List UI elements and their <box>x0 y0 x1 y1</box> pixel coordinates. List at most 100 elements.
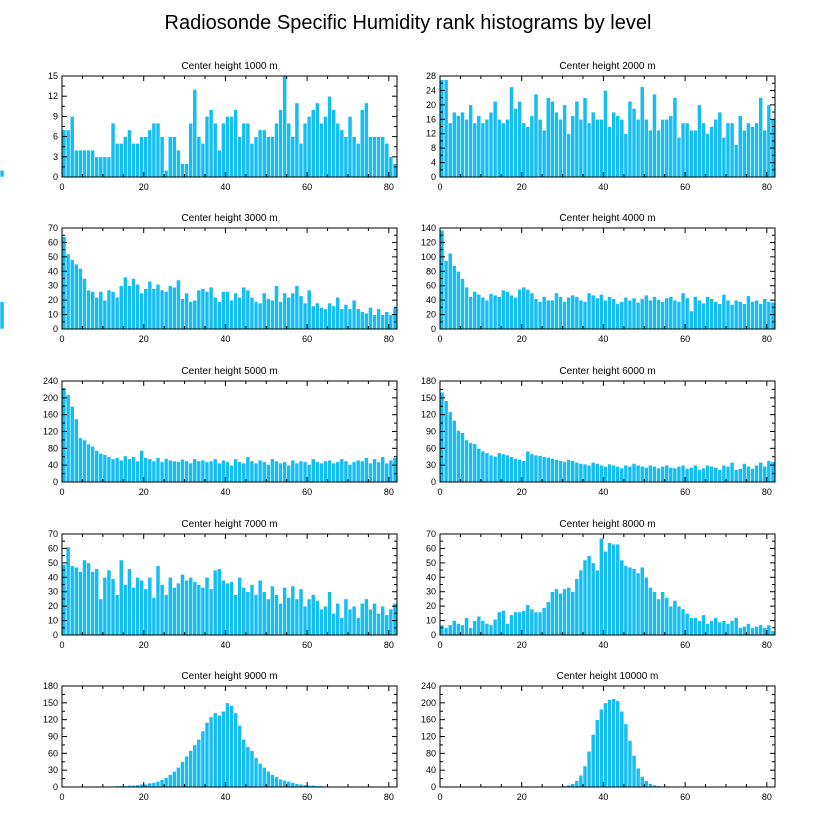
histogram-bar <box>737 627 743 636</box>
histogram-bar <box>443 627 449 636</box>
histogram-bar <box>447 411 453 483</box>
histogram-panel: Center height 3000 m 0 20 40 60 80 0 10 20 30 40 50… <box>0 213 398 344</box>
histogram-bar <box>762 465 768 483</box>
histogram-bar <box>290 292 296 330</box>
histogram-bar <box>648 299 653 330</box>
histogram-bar <box>73 263 79 330</box>
histogram-bar <box>122 136 128 178</box>
histogram-bar <box>131 587 136 636</box>
x-tick-label: 40 <box>220 640 230 650</box>
histogram-bar <box>290 136 296 178</box>
histogram-bar <box>286 781 292 788</box>
histogram-bar <box>746 623 751 636</box>
histogram-bar <box>384 311 390 330</box>
histogram-bar <box>339 458 345 483</box>
histogram-bar <box>537 611 543 636</box>
y-tick-label: 0 <box>431 782 436 792</box>
histogram-bar <box>380 136 386 178</box>
histogram-bar <box>278 109 283 178</box>
histogram-bar <box>619 710 625 788</box>
histogram-bar <box>525 450 531 483</box>
y-tick-label: 12 <box>426 129 436 139</box>
histogram-bar <box>135 460 140 483</box>
y-tick-label: 6 <box>53 132 58 142</box>
histogram-bar <box>98 156 104 178</box>
histogram-bar <box>750 468 755 483</box>
histogram-bar <box>249 750 255 788</box>
histogram-bar <box>180 163 185 178</box>
histogram-bar <box>188 301 194 330</box>
histogram-bar <box>599 118 604 178</box>
histogram-bar <box>196 136 202 178</box>
histogram-panel: Center height 8000 m 0 20 40 60 80 0 10 20 30 40 50… <box>426 519 776 650</box>
histogram-bar <box>680 608 686 636</box>
histogram-bar <box>94 296 100 330</box>
histogram-bar <box>480 296 486 330</box>
histogram-bar <box>249 143 255 178</box>
histogram-bar <box>249 584 255 636</box>
histogram-panel: Center height 1000 m 0 20 40 60 80 0 3 6 9 12 15 <box>0 61 398 192</box>
histogram-bar <box>110 122 116 178</box>
histogram-panel: Center height 7000 m 0 20 40 60 80 0 10 20 30 40 50… <box>48 519 398 650</box>
histogram-bar <box>180 761 185 788</box>
panel-title: Center height 3000 m <box>181 213 277 224</box>
histogram-bar <box>343 598 349 636</box>
y-tick-label: 120 <box>43 715 58 725</box>
histogram-bar <box>278 462 283 483</box>
histogram-bar <box>758 97 764 178</box>
histogram-bar <box>549 299 555 330</box>
histogram-bar <box>447 122 453 178</box>
histogram-bar <box>270 458 275 483</box>
histogram-bar <box>310 109 316 178</box>
histogram-bar <box>294 783 300 788</box>
histogram-bar <box>439 391 445 483</box>
histogram-bar <box>643 780 649 788</box>
y-tick-label: 120 <box>421 410 436 420</box>
histogram-bar <box>184 292 189 330</box>
histogram-bar <box>611 464 616 483</box>
histogram-panel: Center height 4000 m 0 20 40 60 80 0 20 40 60 80 10… <box>421 213 776 344</box>
histogram-bar <box>639 566 645 636</box>
histogram-bar <box>176 149 181 178</box>
histogram-bar <box>384 143 390 178</box>
histogram-bar <box>615 543 621 636</box>
y-tick-label: 70 <box>48 223 58 233</box>
y-tick-label: 0 <box>431 630 436 640</box>
histogram-bar <box>176 279 181 330</box>
histogram-bar <box>314 102 320 178</box>
y-tick-label: 30 <box>426 460 436 470</box>
histogram-bar <box>537 455 543 483</box>
y-tick-label: 10 <box>426 616 436 626</box>
histogram-bar <box>257 302 263 330</box>
histogram-bar <box>216 714 222 788</box>
histogram-bar <box>135 143 140 178</box>
x-tick-label: 40 <box>220 487 230 497</box>
histogram-bar <box>533 93 539 178</box>
x-tick-label: 40 <box>598 487 608 497</box>
histogram-bar <box>566 133 572 178</box>
histogram-bar <box>688 467 694 483</box>
y-tick-label: 0 <box>53 630 58 640</box>
x-tick-label: 20 <box>139 182 149 192</box>
x-tick-label: 40 <box>598 640 608 650</box>
histogram-bar <box>208 286 214 330</box>
histogram-bar <box>558 118 563 178</box>
histogram-bar <box>82 278 87 330</box>
histogram-bar <box>607 463 612 483</box>
histogram-bar <box>73 566 79 636</box>
histogram-bar <box>98 291 104 330</box>
histogram-bar <box>611 698 616 788</box>
histogram-bar <box>619 467 625 483</box>
histogram-bar <box>282 292 287 330</box>
histogram-bar <box>590 734 596 788</box>
histogram-bar <box>480 620 486 636</box>
histogram-bar <box>225 461 230 483</box>
histogram-bar <box>517 100 523 178</box>
histogram-bar <box>574 100 580 178</box>
histogram-bar <box>155 122 161 178</box>
histogram-bar <box>492 455 498 483</box>
histogram-bar <box>513 108 518 178</box>
y-tick-label: 20 <box>48 601 58 611</box>
x-tick-label: 0 <box>437 334 442 344</box>
histogram-bar <box>500 289 506 330</box>
